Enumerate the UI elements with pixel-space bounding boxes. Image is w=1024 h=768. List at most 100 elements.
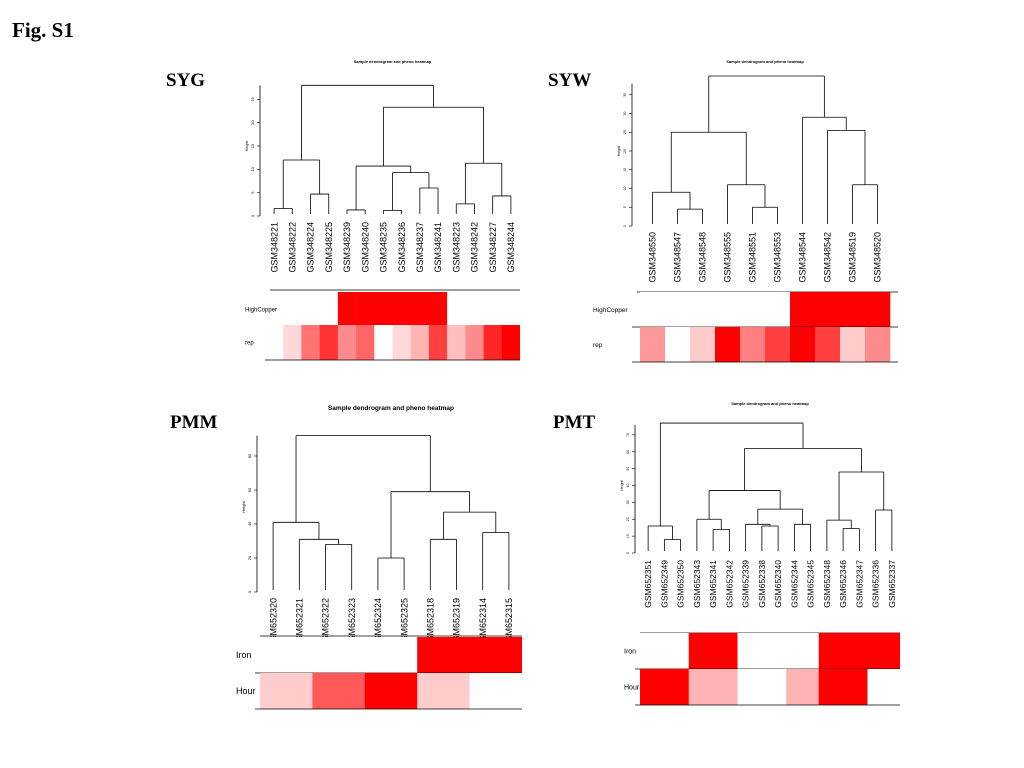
y-tick-label: 15: [623, 168, 627, 172]
heatmap-cell: [392, 325, 412, 360]
y-tick-label: 10: [623, 187, 627, 191]
sample-label: GSM652338: [757, 560, 767, 608]
y-tick-label: 70: [626, 433, 630, 437]
sample-label: GSM348555: [723, 232, 733, 283]
heatmap-cell: [410, 292, 430, 327]
heatmap-cell: [283, 325, 302, 360]
figure-title: Fig. S1: [12, 18, 74, 42]
sample-label: GSM652343: [692, 560, 702, 608]
y-tick-label: 10: [626, 534, 630, 538]
sample-label: GSM348542: [823, 232, 833, 283]
sample-label: GSM652319: [452, 598, 462, 649]
sample-label: GSM652318: [425, 598, 435, 649]
heatmap-cell: [391, 637, 418, 673]
sample-label: GSM652340: [773, 560, 783, 608]
sample-label: GSM652314: [478, 598, 488, 649]
heatmap-cell: [818, 633, 836, 669]
heatmap-cell: [640, 327, 666, 362]
heatmap-cell: [753, 633, 771, 669]
y-tick-label: 10: [250, 166, 255, 171]
heatmap-cell: [640, 633, 657, 669]
heatmap-cell: [495, 637, 522, 673]
chart-syw: Sample dendrogram and pheno heatmap 0 5 10 1…: [593, 59, 898, 363]
y-tick-label: 25: [250, 96, 255, 101]
heatmap-cell: [851, 633, 868, 669]
heatmap-cell: [364, 637, 392, 673]
sample-label: GSM348544: [798, 232, 808, 283]
y-tick-label: 0: [250, 214, 255, 217]
chart-title: Sample dendrogram and pheno heatmap: [328, 405, 454, 412]
sample-label: GSM348519: [848, 232, 858, 283]
sample-label: GSM652347: [854, 560, 864, 608]
heatmap-cell: [688, 633, 706, 669]
y-tick-label: 20: [623, 149, 627, 153]
heatmap-cell: [374, 292, 393, 327]
heatmap-cell: [501, 292, 520, 327]
sample-label: GSM652348: [822, 560, 832, 608]
sample-label: GSM348223: [451, 222, 461, 273]
y-tick-label: 40: [626, 484, 630, 488]
sample-label: GSM348547: [673, 232, 683, 283]
heatmap-cell: [721, 633, 738, 669]
heatmap-cell: [319, 325, 339, 360]
heatmap-cell: [312, 673, 339, 709]
sample-label: GSM652325: [399, 598, 409, 649]
heatmap-cell: [265, 292, 284, 327]
heatmap-cell: [840, 292, 866, 327]
heatmap-cell: [301, 292, 320, 327]
heatmap-cell: [465, 325, 484, 360]
trait-label: HighCopper: [593, 307, 629, 314]
sample-label: GSM348236: [397, 222, 407, 273]
y-tick-label: 20: [250, 120, 255, 125]
trait-label: Iron: [236, 650, 252, 660]
sample-label: GSM652315: [504, 598, 514, 649]
y-tick-label: 30: [626, 500, 630, 504]
heatmap-cell: [835, 669, 852, 705]
panel-label-pmt: PMT: [553, 412, 596, 433]
y-tick-label: 0: [626, 552, 630, 554]
sample-label: GSM348242: [470, 222, 480, 273]
y-tick-label: 5: [250, 191, 255, 194]
y-tick-label: 50: [626, 467, 630, 471]
heatmap-cell: [786, 633, 803, 669]
heatmap-cell: [364, 673, 392, 709]
heatmap-cell: [374, 325, 393, 360]
trait-label: HighCopper: [245, 308, 277, 314]
chart-title: Sample dendrogram and pheno heatmap: [726, 59, 804, 64]
heatmap-cell: [428, 292, 448, 327]
heatmap-cell: [640, 669, 657, 705]
heatmap-cell: [705, 633, 722, 669]
heatmap-cell: [818, 669, 836, 705]
sample-label: GSM348239: [342, 222, 352, 273]
heatmap-cell: [835, 633, 852, 669]
chart-pmm: Sample dendrogram and pheno heatmap 0 20 40…: [236, 405, 522, 710]
heatmap-cell: [790, 327, 816, 362]
heatmap-cell: [656, 669, 673, 705]
y-tick-label: 0: [623, 225, 627, 227]
heatmap-cell: [715, 327, 741, 362]
heatmap-cell: [265, 325, 284, 360]
sample-label: GSM652346: [838, 560, 848, 608]
heatmap-cell: [690, 292, 716, 327]
trait-label: Hour: [624, 684, 640, 691]
y-axis-label: Height: [617, 146, 621, 156]
panel-label-syw: SYW: [548, 70, 592, 91]
heatmap-cell: [665, 327, 691, 362]
heatmap-cell: [447, 325, 466, 360]
heatmap-cell: [705, 669, 722, 705]
sample-label: GSM652349: [659, 560, 669, 608]
sample-label: GSM652323: [347, 598, 357, 649]
sample-label: GSM348553: [773, 232, 783, 283]
heatmap-cell: [319, 292, 339, 327]
sample-label: GSM652322: [321, 598, 331, 649]
heatmap-cell: [283, 292, 302, 327]
heatmap-cell: [765, 327, 791, 362]
sample-label: GSM652341: [708, 560, 718, 608]
heatmap-cell: [883, 633, 900, 669]
heatmap-cell: [443, 673, 470, 709]
sample-label: GSM348550: [648, 232, 658, 283]
heatmap-cell: [469, 673, 497, 709]
heatmap-cell: [790, 292, 816, 327]
heatmap-cell: [865, 327, 891, 362]
heatmap-cell: [765, 292, 791, 327]
